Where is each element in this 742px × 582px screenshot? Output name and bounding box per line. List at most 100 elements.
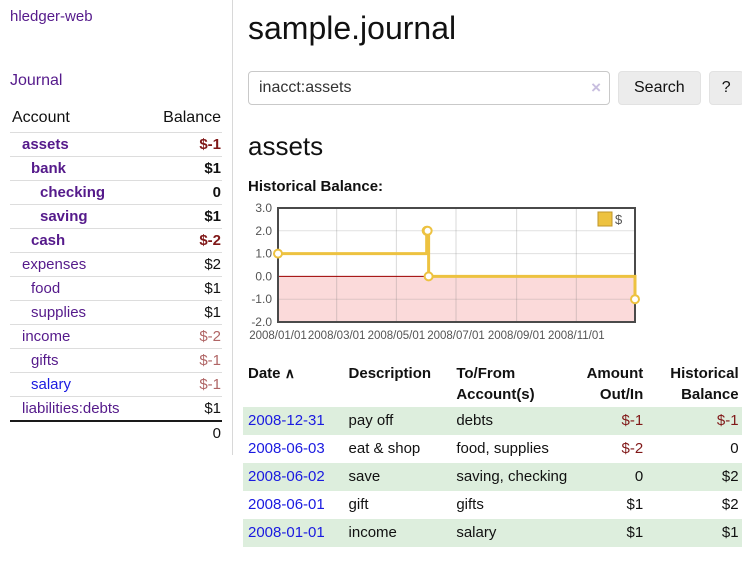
register-row: 2008-12-31 pay off debts $-1 $-1 — [243, 407, 742, 435]
accounts-header-account: Account — [12, 109, 70, 126]
account-heading: assets — [248, 131, 324, 161]
y-axis-label: -2.0 — [251, 315, 272, 329]
transaction-accounts: debts — [456, 412, 494, 429]
data-point — [630, 294, 640, 305]
transaction-amount: $-1 — [621, 412, 644, 429]
data-point — [273, 248, 283, 259]
accounts-header-row: Account Balance — [10, 106, 222, 133]
search-input[interactable] — [248, 71, 610, 105]
accounts-table: Account Balance assets $-1 bank $1 check… — [10, 106, 222, 445]
transaction-date-link[interactable]: 2008-06-01 — [248, 496, 325, 513]
register-header-row: Date ∧ Description To/From Account(s) Am… — [243, 361, 742, 407]
chart-title: Historical Balance: — [248, 178, 384, 195]
accounts-total-value: 0 — [146, 420, 222, 445]
transaction-description: pay off — [348, 412, 394, 429]
account-balance: $1 — [146, 276, 222, 301]
account-link-cash[interactable]: cash — [31, 232, 66, 249]
account-balance: $1 — [146, 396, 222, 421]
column-header-description: Description — [348, 365, 432, 382]
search-button[interactable]: Search — [618, 71, 701, 105]
account-balance: $-2 — [146, 324, 222, 349]
transaction-accounts: salary — [456, 524, 497, 541]
account-balance: $-1 — [146, 348, 222, 373]
clear-search-icon[interactable]: × — [591, 78, 601, 97]
transaction-amount: $-2 — [621, 440, 644, 457]
account-row-saving: saving $1 — [10, 204, 222, 229]
column-header-accounts: To/From Account(s) — [456, 365, 535, 403]
register-table: Date ∧ Description To/From Account(s) Am… — [243, 361, 742, 547]
account-row-assets: assets $-1 — [10, 132, 222, 157]
transaction-date-link[interactable]: 2008-01-01 — [248, 524, 325, 541]
account-balance: 0 — [146, 180, 222, 205]
negative-region — [278, 276, 635, 322]
account-row-food: food $1 — [10, 276, 222, 301]
transaction-balance: 0 — [730, 440, 739, 457]
y-axis-label: 1.0 — [255, 247, 272, 261]
accounts-total-row: 0 — [10, 420, 222, 445]
account-balance: $2 — [146, 252, 222, 277]
transaction-description: save — [348, 468, 381, 485]
transaction-accounts: food, supplies — [456, 440, 549, 457]
help-button[interactable]: ? — [708, 71, 742, 105]
transaction-balance: $-1 — [716, 412, 739, 429]
account-link-liabilities-debts[interactable]: liabilities:debts — [22, 400, 120, 417]
account-link-checking[interactable]: checking — [40, 184, 106, 201]
x-axis-label: 2008/11/01 — [548, 330, 605, 342]
account-row-bank: bank $1 — [10, 156, 222, 181]
transaction-amount: 0 — [634, 468, 644, 485]
sidebar: hledger-web Journal Account Balance asse… — [0, 0, 233, 455]
account-row-supplies: supplies $1 — [10, 300, 222, 325]
main-content: sample.journal × Search ? assets Histori… — [233, 0, 742, 547]
transaction-accounts: gifts — [456, 496, 484, 513]
transaction-amount: $1 — [626, 496, 644, 513]
transaction-accounts: saving, checking — [456, 468, 568, 485]
search-bar: × Search ? — [248, 71, 742, 105]
account-link-saving[interactable]: saving — [40, 208, 88, 225]
column-header-date[interactable]: Date ∧ — [248, 365, 295, 382]
account-link-income[interactable]: income — [22, 328, 71, 345]
data-point — [422, 225, 433, 236]
data-point — [423, 271, 434, 282]
sort-ascending-icon: ∧ — [284, 365, 295, 381]
accounts-header-balance: Balance — [163, 109, 221, 126]
account-balance: $-1 — [146, 372, 222, 397]
x-axis-label: 2008/05/01 — [368, 330, 426, 342]
account-balance: $1 — [146, 156, 222, 181]
app-title-link[interactable]: hledger-web — [10, 8, 93, 25]
account-link-bank[interactable]: bank — [31, 160, 67, 177]
sidebar-item-journal[interactable]: Journal — [10, 72, 63, 89]
legend-swatch — [597, 211, 613, 227]
account-row-checking: checking 0 — [10, 180, 222, 205]
account-row-expenses: expenses $2 — [10, 252, 222, 277]
x-axis-label: 2008/07/01 — [427, 330, 485, 342]
account-link-gifts[interactable]: gifts — [31, 352, 59, 369]
account-balance: $-1 — [146, 132, 222, 157]
transaction-description: eat & shop — [348, 440, 421, 457]
transaction-description: income — [348, 524, 397, 541]
account-link-salary[interactable]: salary — [31, 376, 72, 393]
account-link-assets[interactable]: assets — [22, 136, 69, 153]
transaction-date-link[interactable]: 2008-06-03 — [248, 440, 325, 457]
register-row: 2008-06-01 gift gifts $1 $2 — [243, 491, 742, 519]
x-axis-label: 2008/09/01 — [488, 330, 546, 342]
x-axis-label: 2008/01/01 — [249, 330, 307, 342]
register-row: 2008-01-01 income salary $1 $1 — [243, 519, 742, 547]
transaction-date-link[interactable]: 2008-06-02 — [248, 468, 325, 485]
y-axis-label: 2.0 — [255, 224, 272, 238]
account-link-food[interactable]: food — [31, 280, 61, 297]
transaction-amount: $1 — [626, 524, 644, 541]
account-row-liabilities-debts: liabilities:debts $1 — [10, 396, 222, 421]
y-axis-label: 0.0 — [255, 269, 272, 283]
account-link-expenses[interactable]: expenses — [22, 256, 87, 273]
transaction-date-link[interactable]: 2008-12-31 — [248, 412, 325, 429]
account-balance: $1 — [146, 300, 222, 325]
transaction-description: gift — [348, 496, 369, 513]
account-link-supplies[interactable]: supplies — [31, 304, 87, 321]
transaction-balance: $2 — [721, 496, 739, 513]
column-header-amount: Amount Out/In — [586, 365, 644, 403]
account-balance: $1 — [146, 204, 222, 229]
balance-chart-container: $3.0 2.0 1.0 0.0 -1.0 -2.0 2008/01/01 2008/03/0… — [248, 201, 742, 345]
account-balance: $-2 — [146, 228, 222, 253]
page: hledger-web Journal Account Balance asse… — [0, 0, 742, 547]
